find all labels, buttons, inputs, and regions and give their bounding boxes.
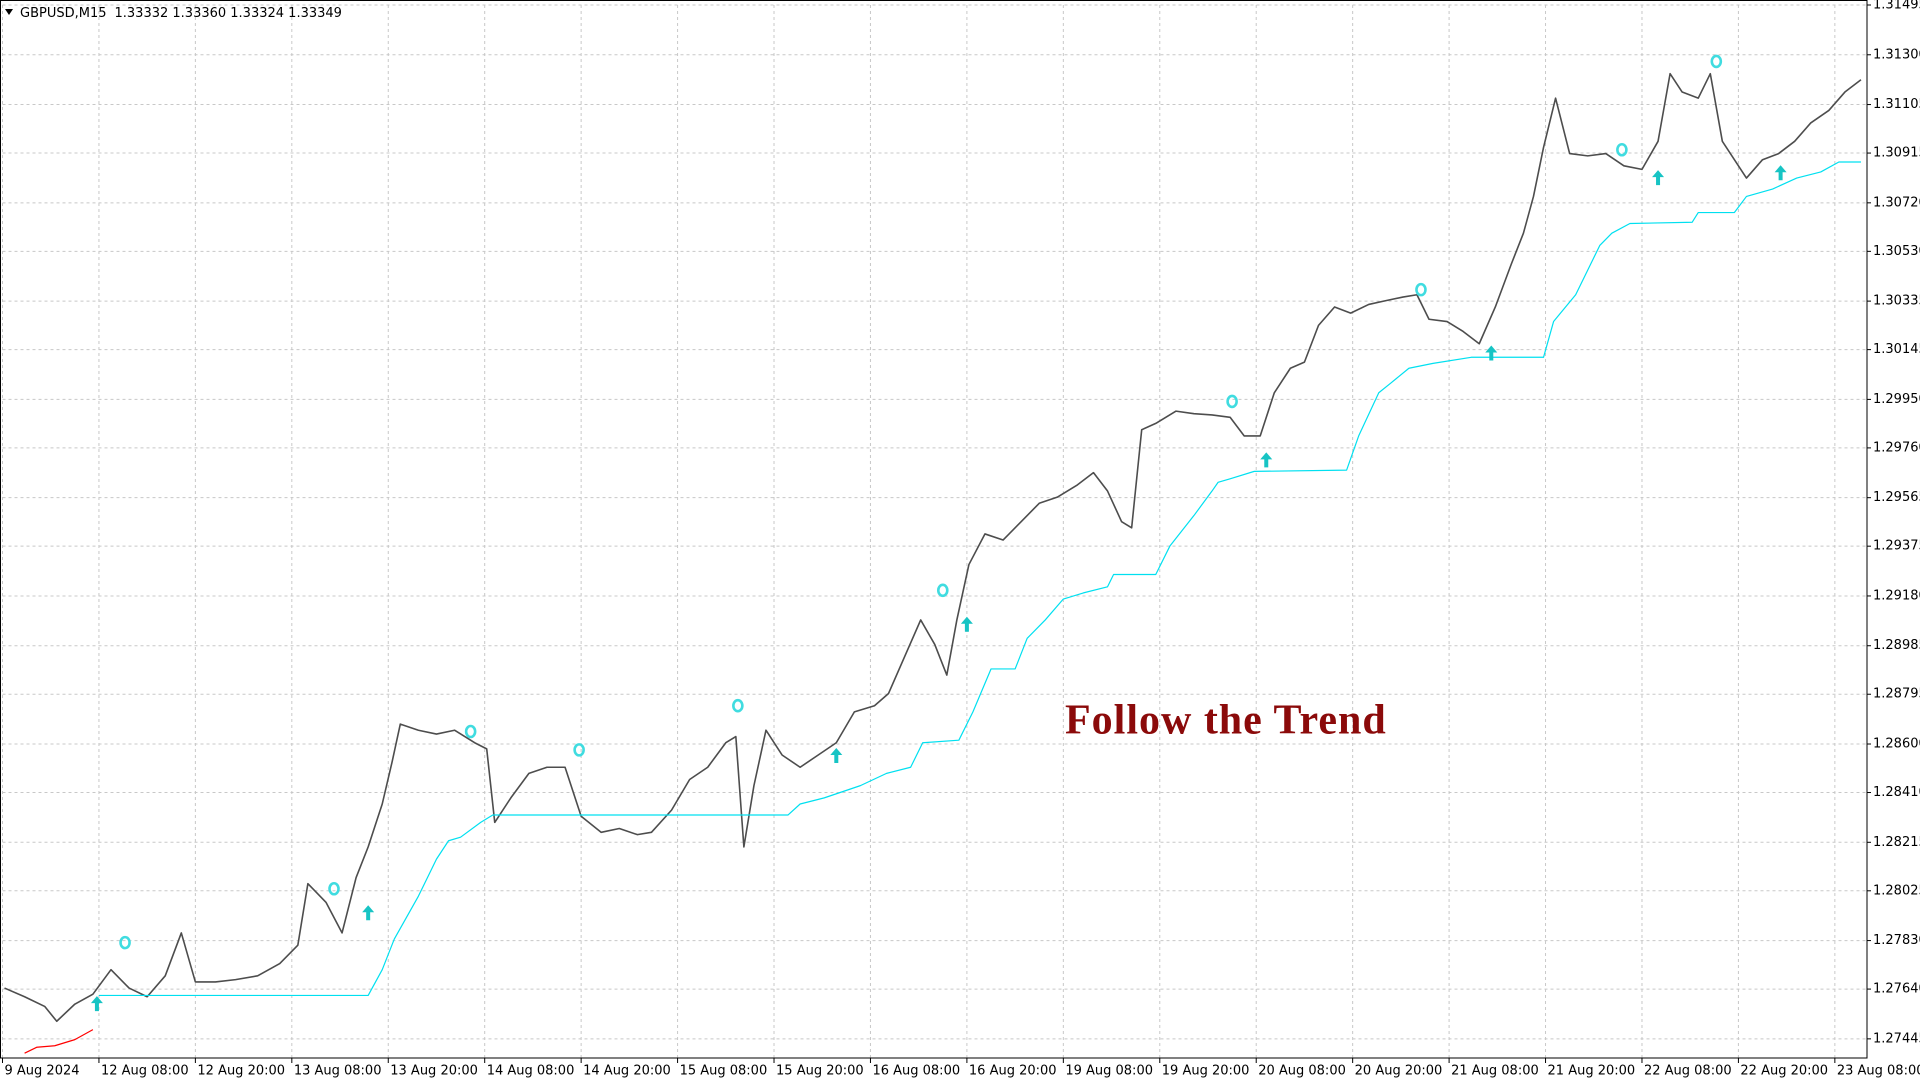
chart-title: GBPUSD,M15 bbox=[20, 6, 107, 21]
y-tick-label: 1.29760 bbox=[1873, 440, 1920, 455]
x-tick-label: 16 Aug 20:00 bbox=[969, 1064, 1057, 1079]
annotation: Follow the Trend bbox=[1065, 698, 1387, 744]
x-tick-label: 14 Aug 08:00 bbox=[487, 1064, 575, 1079]
x-tick-label: 13 Aug 08:00 bbox=[294, 1064, 382, 1079]
y-tick-label: 1.28795 bbox=[1873, 687, 1920, 702]
x-tick-label: 12 Aug 08:00 bbox=[101, 1064, 189, 1079]
buy-arrow bbox=[90, 996, 103, 1012]
y-tick-label: 1.27640 bbox=[1873, 982, 1920, 997]
exit-marker bbox=[936, 583, 949, 598]
y-tick-label: 1.28410 bbox=[1873, 785, 1920, 800]
x-tick-label: 16 Aug 08:00 bbox=[872, 1064, 960, 1079]
x-tick-label: 19 Aug 20:00 bbox=[1162, 1064, 1250, 1079]
y-tick-label: 1.30915 bbox=[1873, 146, 1920, 161]
plot bbox=[4, 54, 1862, 1054]
series-line bbox=[4, 72, 1862, 1023]
buy-arrow bbox=[362, 905, 375, 921]
y-tick-label: 1.27445 bbox=[1873, 1031, 1920, 1046]
x-tick-label: 22 Aug 20:00 bbox=[1740, 1064, 1828, 1079]
series-line bbox=[24, 1029, 94, 1054]
x-tick-label: 9 Aug 2024 bbox=[5, 1064, 80, 1079]
exit-marker bbox=[573, 743, 585, 757]
y-tick-label: 1.28985 bbox=[1873, 638, 1920, 653]
plot-frame bbox=[0, 0, 1868, 1059]
y-tick-label: 1.29950 bbox=[1873, 392, 1920, 407]
y-tick-label: 1.30530 bbox=[1873, 244, 1920, 259]
y-tick-label: 1.28025 bbox=[1873, 883, 1920, 898]
y-tick-label: 1.27830 bbox=[1873, 933, 1920, 948]
x-tick-label: 19 Aug 08:00 bbox=[1065, 1064, 1153, 1079]
buy-arrow bbox=[1652, 170, 1665, 186]
exit-marker bbox=[1616, 142, 1628, 157]
x-tick-label: 20 Aug 08:00 bbox=[1258, 1064, 1346, 1079]
series-line bbox=[98, 161, 1861, 997]
y-tick-label: 1.30335 bbox=[1873, 294, 1920, 309]
buy-arrow bbox=[1485, 345, 1498, 361]
x-tick-label: 21 Aug 20:00 bbox=[1548, 1064, 1636, 1079]
x-tick-label: 15 Aug 20:00 bbox=[776, 1064, 864, 1079]
y-tick-label: 1.31495 bbox=[1873, 0, 1920, 13]
exit-marker bbox=[119, 935, 131, 950]
exit-marker bbox=[1226, 394, 1238, 409]
exit-marker bbox=[1415, 282, 1427, 297]
x-tick-label: 20 Aug 20:00 bbox=[1355, 1064, 1443, 1079]
exit-marker bbox=[1710, 54, 1723, 69]
buy-arrow bbox=[1774, 165, 1787, 181]
exit-marker bbox=[328, 881, 340, 896]
chart-subtitle: 1.33332 1.33360 1.33324 1.33349 bbox=[115, 6, 342, 21]
buy-arrow bbox=[960, 616, 973, 632]
y-tick-label: 1.30720 bbox=[1873, 195, 1920, 210]
y-tick-label: 1.28215 bbox=[1873, 835, 1920, 850]
x-tick-label: 21 Aug 08:00 bbox=[1451, 1064, 1539, 1079]
y-tick-label: 1.29375 bbox=[1873, 539, 1920, 554]
x-tick-label: 22 Aug 08:00 bbox=[1644, 1064, 1732, 1079]
y-tick-label: 1.29565 bbox=[1873, 490, 1920, 505]
buy-arrow bbox=[830, 748, 843, 764]
x-tick-label: 12 Aug 20:00 bbox=[197, 1064, 285, 1079]
exit-marker bbox=[732, 698, 744, 713]
y-tick-label: 1.31300 bbox=[1873, 47, 1920, 62]
x-tick-label: 14 Aug 20:00 bbox=[583, 1064, 671, 1079]
x-tick-label: 15 Aug 08:00 bbox=[680, 1064, 768, 1079]
menu-triangle[interactable] bbox=[5, 9, 13, 15]
y-tick-label: 1.28600 bbox=[1873, 737, 1920, 752]
chart-header: GBPUSD,M15 1.33332 1.33360 1.33324 1.3334… bbox=[20, 6, 342, 21]
x-tick-label: 23 Aug 08:00 bbox=[1837, 1064, 1920, 1079]
y-tick-label: 1.30145 bbox=[1873, 342, 1920, 357]
y-tick-label: 1.31105 bbox=[1873, 97, 1920, 112]
y-tick-label: 1.29180 bbox=[1873, 588, 1920, 603]
exit-marker bbox=[464, 724, 477, 739]
x-tick-label: 13 Aug 20:00 bbox=[390, 1064, 478, 1079]
buy-arrow bbox=[1260, 452, 1273, 468]
